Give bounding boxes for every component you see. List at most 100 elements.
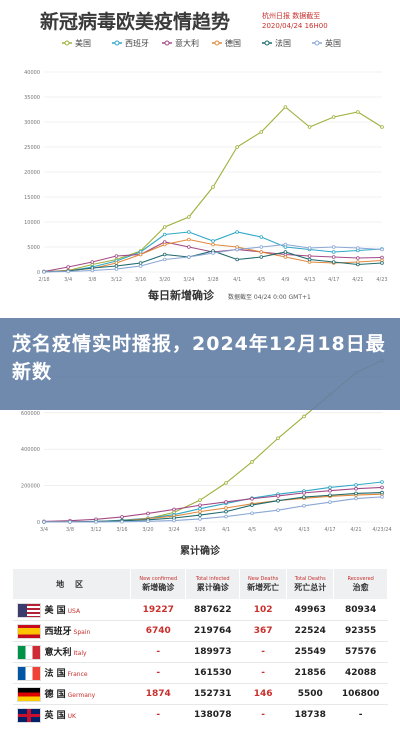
total-deaths-cell: 22524 bbox=[286, 620, 334, 642]
table-row: 法 国 France -161530-21856 42088 bbox=[12, 662, 388, 684]
new-deaths-cell: - bbox=[239, 641, 287, 663]
legend-marker bbox=[214, 40, 220, 46]
table-row: 意大利 Italy -189973-25549 57576 bbox=[12, 641, 388, 663]
data-point bbox=[187, 255, 191, 259]
x-tick-label: 3/8 bbox=[66, 527, 74, 533]
total-infected-cell: 138078 bbox=[185, 704, 240, 725]
new-deaths-cell: 102 bbox=[239, 599, 287, 621]
legend-item: 英国 bbox=[312, 38, 341, 48]
data-point bbox=[138, 261, 143, 265]
flag-gb-icon bbox=[16, 707, 41, 723]
data-point bbox=[235, 257, 239, 262]
total-infected-cell: 887622 bbox=[185, 599, 240, 621]
total-infected-cell: 219764 bbox=[185, 620, 240, 642]
data-point bbox=[250, 511, 254, 516]
legend-marker bbox=[164, 40, 170, 46]
x-tick-label: 3/4 bbox=[64, 277, 72, 283]
legend-label: 意大利 bbox=[175, 38, 199, 48]
data-point bbox=[146, 511, 150, 516]
x-tick-label: 3/16 bbox=[116, 527, 127, 533]
total-deaths-cell: 49963 bbox=[286, 599, 334, 621]
data-point bbox=[114, 254, 119, 258]
data-point bbox=[356, 246, 360, 250]
data-point bbox=[328, 488, 332, 493]
chart-legend: 美国 西班牙 意大利 德国 法国 英国 bbox=[62, 38, 341, 48]
x-tick-label: 3/28 bbox=[207, 277, 218, 283]
data-point bbox=[42, 520, 46, 524]
country-cell: 美 国 USA bbox=[12, 599, 131, 621]
y-tick-label: 20000 bbox=[24, 170, 40, 176]
total-infected-cell: 189973 bbox=[185, 641, 240, 663]
data-point bbox=[162, 252, 167, 257]
legend-label: 法国 bbox=[275, 38, 291, 48]
recovered-cell: 80934 bbox=[333, 599, 388, 621]
data-point bbox=[331, 260, 336, 264]
new-confirmed-cell: - bbox=[130, 641, 186, 663]
data-point bbox=[187, 215, 191, 219]
x-tick-label: 4/9 bbox=[274, 527, 282, 533]
data-point bbox=[259, 235, 264, 239]
x-axis-label: 累计确诊 bbox=[180, 544, 221, 557]
y-tick-label: 30000 bbox=[24, 120, 40, 126]
data-point bbox=[283, 242, 288, 247]
legend-marker bbox=[64, 40, 70, 46]
y-tick-label: 35000 bbox=[24, 95, 40, 101]
data-point bbox=[146, 519, 150, 524]
data-point bbox=[114, 264, 119, 268]
data-point bbox=[283, 105, 288, 109]
data-point bbox=[356, 110, 360, 114]
data-point bbox=[380, 485, 384, 490]
flag-de-icon bbox=[16, 686, 41, 702]
legend-item: 德国 bbox=[212, 38, 241, 48]
recovered-cell: 57576 bbox=[333, 641, 388, 663]
data-point bbox=[90, 268, 95, 273]
data-point bbox=[259, 245, 264, 249]
data-point bbox=[328, 493, 332, 498]
y-tick-label: 5000 bbox=[27, 245, 40, 251]
x-tick-label: 4/17 bbox=[328, 277, 339, 283]
data-point bbox=[66, 269, 70, 274]
data-point bbox=[211, 239, 215, 243]
recovered-cell: 42088 bbox=[333, 662, 388, 684]
y-tick-label: 0 bbox=[37, 520, 40, 526]
x-tick-label: 4/1 bbox=[222, 527, 230, 533]
data-point bbox=[356, 262, 360, 267]
data-point bbox=[259, 130, 264, 134]
total-deaths-cell: 21856 bbox=[286, 662, 334, 684]
data-point bbox=[283, 255, 288, 259]
data-point bbox=[380, 480, 384, 484]
data-point bbox=[162, 242, 167, 247]
data-point bbox=[187, 230, 191, 234]
data-point bbox=[138, 252, 143, 257]
data-point bbox=[94, 520, 98, 524]
data-point bbox=[250, 496, 254, 501]
legend-marker bbox=[314, 40, 320, 46]
data-point bbox=[224, 500, 228, 504]
data-point bbox=[283, 250, 288, 254]
data-point bbox=[276, 494, 280, 498]
total-infected-cell: 161530 bbox=[185, 662, 240, 684]
total-infected-cell: 152731 bbox=[185, 683, 240, 705]
data-point bbox=[66, 265, 70, 269]
data-point bbox=[380, 490, 384, 495]
headline-banner bbox=[0, 318, 400, 410]
x-tick-label: 3/24 bbox=[183, 277, 194, 283]
header-total-deaths: Total Deaths 死亡总计 bbox=[286, 568, 335, 600]
recovered-cell: 92355 bbox=[333, 620, 388, 642]
data-point bbox=[187, 237, 191, 242]
data-point bbox=[90, 260, 95, 264]
data-point bbox=[224, 481, 228, 485]
x-tick-label: 3/16 bbox=[135, 277, 146, 283]
data-point bbox=[331, 245, 336, 249]
new-confirmed-cell: - bbox=[130, 662, 186, 684]
x-tick-label: 4/13 bbox=[298, 527, 309, 533]
chart-subtitle: 杭州日报 数据截至 2020/04/24 16H00 bbox=[262, 11, 328, 30]
data-point bbox=[302, 491, 306, 495]
data-point bbox=[114, 261, 119, 265]
x-tick-label: 4/13 bbox=[304, 277, 315, 283]
data-point bbox=[198, 513, 202, 517]
flag-fr-icon bbox=[16, 665, 41, 681]
country-cell: 法 国 France bbox=[12, 662, 131, 684]
data-point bbox=[250, 503, 254, 507]
new-deaths-cell: - bbox=[239, 662, 287, 684]
